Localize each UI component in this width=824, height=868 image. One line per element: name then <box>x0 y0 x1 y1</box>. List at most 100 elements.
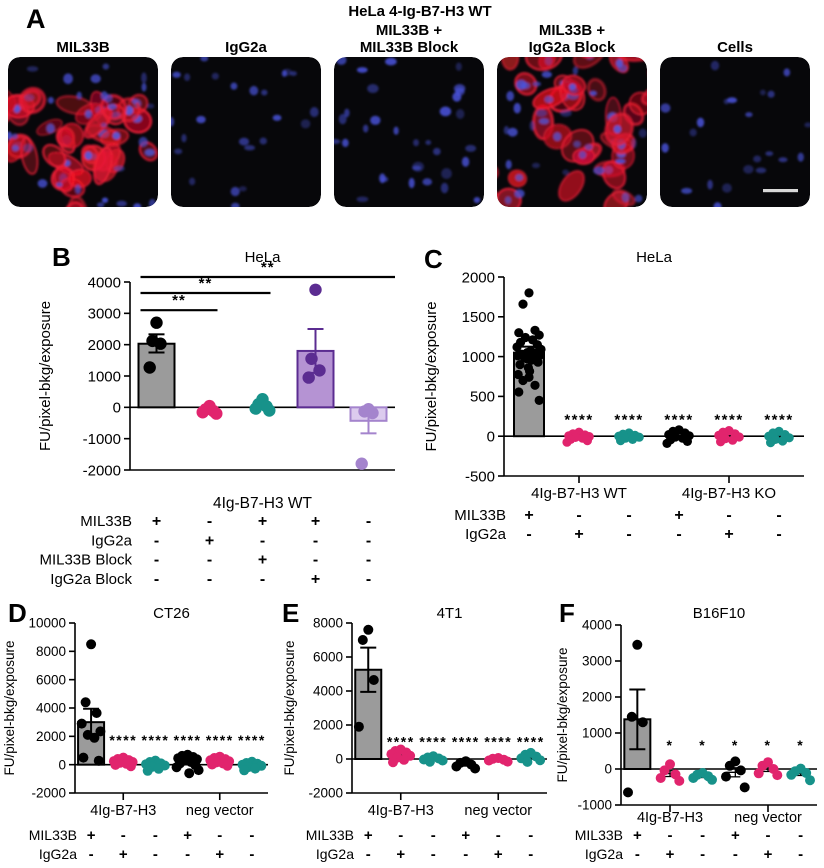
significance-mark: **** <box>564 411 593 428</box>
condition-row-label: MIL33B <box>29 827 77 843</box>
x-group-label: 4Ig-B7-H3 WT <box>213 495 313 512</box>
y-tick-label: 2000 <box>582 690 612 705</box>
significance-mark: **** <box>174 732 202 748</box>
condition-value: - <box>798 827 803 844</box>
condition-value: + <box>666 846 675 863</box>
axes <box>346 622 547 800</box>
scale-bar <box>763 189 798 193</box>
data-points <box>108 752 138 772</box>
condition-value: - <box>154 532 159 549</box>
y-tick-label: 6000 <box>36 672 66 687</box>
microscopy-image-4 <box>660 57 810 207</box>
condition-value: + <box>724 526 733 543</box>
condition-value: - <box>528 827 533 844</box>
data-points <box>753 757 783 781</box>
significance-mark: **** <box>206 732 234 748</box>
condition-value: - <box>207 513 212 530</box>
axes <box>615 624 817 812</box>
panel-c-column-5 <box>764 426 794 448</box>
x-group-label: neg vector <box>186 803 254 819</box>
panel-a-letter: A <box>26 4 46 34</box>
panel-a-title: HeLa 4-Ig-B7-H3 WT <box>348 3 492 20</box>
image-label-2: MIL33B + MIL33B Block <box>334 22 484 56</box>
condition-value: - <box>260 532 265 549</box>
significance-mark: * <box>667 737 674 753</box>
data-points <box>196 399 223 420</box>
significance-mark: * <box>797 737 804 753</box>
significance-mark: ** <box>172 292 186 309</box>
charts-row-1: B HeLa 4000 3000 2000 1000 0 -1000 -2000 FU/pixel… <box>0 240 824 592</box>
charts-row-2: D CT26 10000 8000 6000 4000 2000 0 -2000 FU/pixel… <box>0 592 824 868</box>
condition-row-label: MIL33B <box>575 827 623 843</box>
condition-value: - <box>496 827 501 844</box>
y-tick-label: -2000 <box>308 786 343 801</box>
significance-mark: **** <box>419 733 447 749</box>
panel-b-column-0 <box>137 316 176 409</box>
y-tick-label: -2000 <box>83 462 121 479</box>
panel-f-column-2 <box>688 768 717 785</box>
image-label-line: IgG2a <box>225 39 267 56</box>
panel-f-column-1 <box>655 759 685 786</box>
y-tick-label: 2000 <box>462 269 495 286</box>
y-tick-label: 0 <box>113 400 121 417</box>
image-label-line: IgG2a Block <box>528 39 616 56</box>
panel-e-column-4 <box>483 753 513 767</box>
micrograph <box>334 57 484 207</box>
micrograph <box>171 57 321 207</box>
condition-row-label: IgG2a <box>39 846 77 862</box>
y-tick-label: -500 <box>465 468 495 485</box>
y-tick-label: 3000 <box>88 306 121 323</box>
y-tick-label: -1000 <box>83 431 121 448</box>
panel-a-images <box>0 57 824 207</box>
y-tick-label: -2000 <box>31 786 66 801</box>
data-points <box>355 403 379 470</box>
data-points <box>143 316 167 374</box>
condition-row-label: MIL33B <box>306 827 354 843</box>
condition-value: - <box>217 827 222 844</box>
panel-f-column-0 <box>623 639 652 798</box>
panel-d-column-1 <box>108 752 138 772</box>
micrograph <box>497 57 647 207</box>
y-tick-label: -1000 <box>577 798 612 813</box>
y-axis-label: FU/pixel-bkg/exposure <box>282 640 297 775</box>
y-tick-label: 0 <box>335 752 343 767</box>
panel-c-column-1 <box>562 427 594 447</box>
data-points <box>662 425 694 448</box>
condition-value: + <box>87 827 96 844</box>
y-tick-label: 6000 <box>313 650 343 665</box>
significance-mark: ** <box>261 259 275 276</box>
panel-c-column-2 <box>614 428 644 446</box>
image-label-line: MIL33B Block <box>359 39 459 56</box>
panel-c-column-0 <box>512 288 546 438</box>
condition-value: - <box>676 526 681 543</box>
image-label-4: Cells <box>660 39 810 56</box>
condition-value: + <box>396 846 405 863</box>
condition-value: + <box>364 827 373 844</box>
condition-value: - <box>431 846 436 863</box>
condition-value: + <box>731 827 740 844</box>
condition-value: - <box>366 513 371 530</box>
panel-f-column-4 <box>753 757 783 781</box>
x-group-label: 4Ig-B7-H3 WT <box>531 485 627 502</box>
data-points <box>512 288 546 405</box>
data-points <box>483 753 513 767</box>
condition-value: - <box>576 507 581 524</box>
condition-row-label: IgG2a <box>316 846 354 862</box>
data-points <box>237 756 267 776</box>
condition-value: - <box>313 552 318 569</box>
panel-a: A HeLa 4-Ig-B7-H3 WT MIL33B IgG2a MIL33B +… <box>0 0 824 240</box>
y-tick-label: 8000 <box>36 644 66 659</box>
microscopy-image-2 <box>334 57 484 207</box>
data-points <box>516 747 546 767</box>
condition-value: + <box>205 532 214 549</box>
significance-mark: ** <box>199 275 213 292</box>
microscopy-image-3 <box>497 57 647 207</box>
data-points <box>688 768 717 785</box>
panel-d-column-3 <box>171 749 204 779</box>
panel-a-image-labels: MIL33B IgG2a MIL33B + MIL33B Block MIL33B + I… <box>0 0 824 56</box>
y-tick-label: 1000 <box>88 368 121 385</box>
condition-value: - <box>366 532 371 549</box>
y-tick-label: 4000 <box>582 618 612 633</box>
panel-f-column-3 <box>721 756 750 793</box>
condition-value: + <box>574 526 583 543</box>
